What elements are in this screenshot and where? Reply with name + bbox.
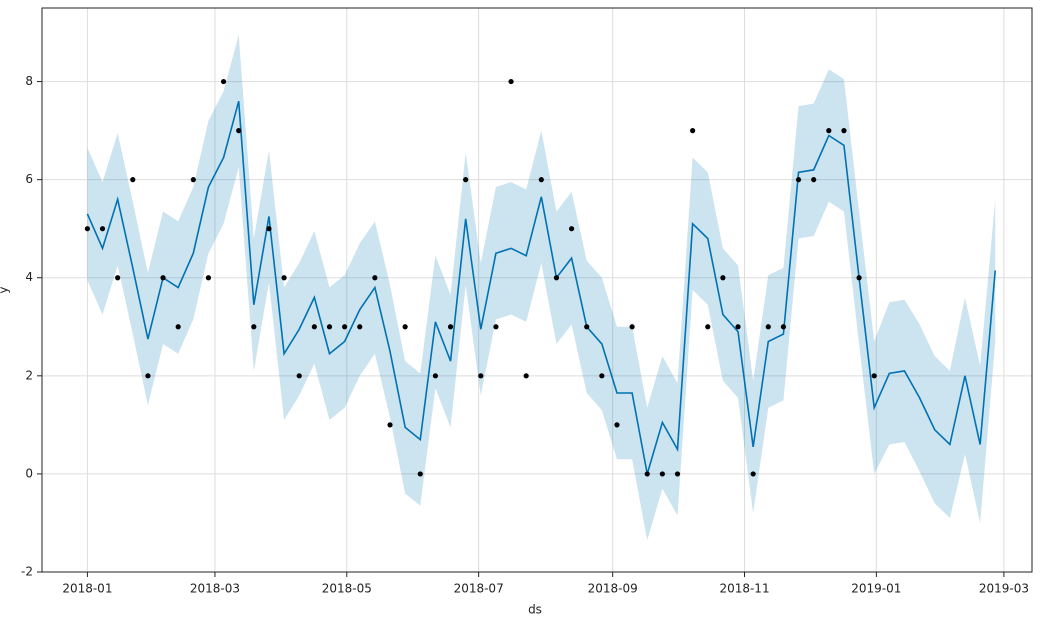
observed-point bbox=[357, 324, 363, 330]
observed-point bbox=[705, 324, 711, 330]
observed-point bbox=[720, 275, 726, 281]
observed-point bbox=[99, 226, 106, 232]
x-tick-label: 2018-11 bbox=[719, 582, 769, 596]
observed-point bbox=[493, 324, 499, 330]
observed-point bbox=[463, 177, 469, 183]
observed-point bbox=[780, 324, 787, 330]
observed-point bbox=[342, 324, 348, 330]
observed-point bbox=[871, 373, 877, 379]
y-tick-label: 2 bbox=[25, 368, 33, 382]
x-tick-label: 2018-07 bbox=[454, 582, 504, 596]
observed-point bbox=[841, 128, 847, 134]
observed-point bbox=[447, 324, 454, 330]
y-tick-label: -2 bbox=[21, 565, 33, 579]
observed-point bbox=[508, 78, 514, 85]
y-tick-label: 6 bbox=[25, 172, 33, 186]
observed-point bbox=[175, 324, 181, 330]
observed-point bbox=[826, 128, 832, 134]
observed-point bbox=[402, 324, 408, 330]
observed-point bbox=[795, 177, 802, 183]
forecast-line bbox=[86, 100, 997, 475]
observed-point bbox=[326, 324, 333, 330]
observed-point bbox=[205, 275, 212, 281]
y-axis-label: y bbox=[0, 286, 11, 293]
observed-point bbox=[523, 373, 529, 379]
y-tick-label: 4 bbox=[25, 270, 33, 284]
uncertainty-band bbox=[87, 34, 996, 541]
observed-point bbox=[584, 324, 590, 330]
observed-point bbox=[568, 226, 575, 232]
observed-point bbox=[432, 373, 439, 379]
observed-point bbox=[387, 422, 393, 428]
observed-point bbox=[160, 275, 166, 281]
observed-point bbox=[659, 471, 665, 477]
y-tick-label: 8 bbox=[25, 74, 33, 88]
observed-point bbox=[811, 177, 817, 183]
observed-point bbox=[644, 471, 650, 477]
observed-point bbox=[856, 275, 862, 281]
observed-point bbox=[478, 373, 484, 379]
observed-point bbox=[538, 177, 544, 183]
observed-point bbox=[553, 275, 560, 281]
observed-point bbox=[372, 275, 378, 281]
observed-point bbox=[236, 128, 242, 134]
observed-point bbox=[599, 373, 605, 379]
observed-point bbox=[84, 226, 90, 232]
observed-point bbox=[417, 471, 423, 477]
observed-point bbox=[190, 177, 196, 183]
observed-point bbox=[281, 275, 287, 281]
x-tick-label: 2019-01 bbox=[851, 582, 901, 596]
x-tick-label: 2018-05 bbox=[322, 582, 372, 596]
observed-point bbox=[296, 373, 302, 379]
observed-point bbox=[145, 373, 151, 379]
plot-frame bbox=[41, 7, 1033, 573]
observed-point bbox=[311, 324, 317, 330]
observed-point bbox=[629, 324, 635, 330]
observed-point bbox=[220, 78, 227, 85]
observed-point bbox=[765, 324, 771, 330]
x-tick-label: 2019-03 bbox=[979, 582, 1029, 596]
observed-point bbox=[266, 226, 272, 232]
observed-point bbox=[690, 128, 696, 134]
y-tick-label: 0 bbox=[25, 466, 33, 480]
observed-point bbox=[130, 177, 136, 183]
x-axis-label: ds bbox=[528, 603, 542, 617]
observed-point bbox=[614, 422, 620, 428]
observed-point bbox=[251, 324, 257, 330]
x-tick-label: 2018-01 bbox=[62, 582, 112, 596]
x-tick-label: 2018-09 bbox=[588, 582, 638, 596]
observed-point bbox=[750, 471, 756, 477]
x-tick-label: 2018-03 bbox=[190, 582, 240, 596]
observed-point bbox=[735, 324, 741, 330]
observed-point bbox=[674, 471, 681, 477]
observed-point bbox=[115, 275, 121, 281]
